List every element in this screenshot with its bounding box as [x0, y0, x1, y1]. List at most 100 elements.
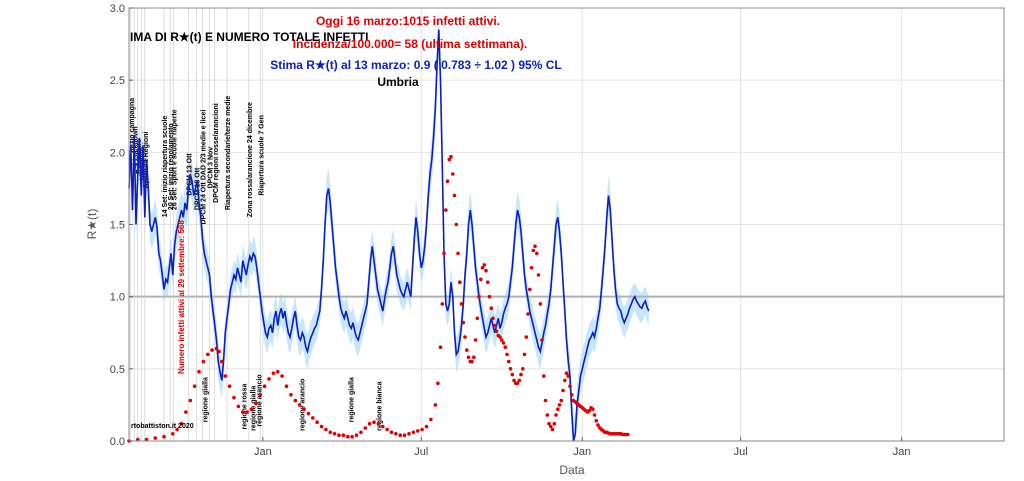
infected-point	[465, 348, 469, 352]
infected-point	[444, 208, 448, 212]
infected-point	[302, 407, 306, 412]
infected-point	[188, 398, 193, 403]
x-axis-ticks: Jan Jul Jan Jul Jan	[254, 437, 911, 458]
infected-point	[542, 374, 546, 378]
infected-point	[501, 341, 506, 345]
infected-point	[519, 372, 523, 377]
event-label: DPCM 3 Nov	[208, 147, 215, 189]
infected-point	[449, 154, 453, 159]
infected-point	[556, 407, 560, 412]
infected-point	[262, 384, 267, 389]
infected-point	[407, 432, 411, 436]
infected-point	[179, 421, 184, 426]
infected-point	[398, 433, 403, 438]
infected-point	[554, 413, 558, 417]
infected-point	[472, 355, 476, 360]
infected-point	[201, 359, 206, 364]
infected-point	[153, 436, 158, 440]
infected-point	[276, 369, 280, 374]
infected-point	[236, 404, 241, 409]
infected-point	[458, 280, 462, 285]
infected-point	[477, 294, 481, 299]
infected-point	[372, 420, 376, 425]
infected-point	[510, 372, 515, 377]
event-label-bottom: regione bianca	[376, 381, 383, 431]
infected-point	[440, 302, 445, 306]
infected-count-label: Numero infetti attivi al 29 settembre: 5…	[177, 220, 186, 374]
infected-point	[214, 346, 219, 351]
infected-point	[494, 329, 499, 334]
infected-point	[545, 413, 550, 417]
event-label: 26 Set: Sport e scuole riaperte	[172, 109, 179, 210]
infected-point	[482, 263, 487, 267]
x-axis-label: Data	[559, 463, 585, 477]
infected-point	[459, 302, 464, 306]
infected-point	[424, 424, 429, 429]
today-annotation: Oggi 16 marzo:1015 infetti attivi.	[316, 14, 500, 28]
infected-point	[436, 381, 440, 386]
infected-point	[517, 378, 522, 383]
infected-point	[559, 398, 564, 403]
infected-point	[210, 348, 214, 352]
event-label-bottom: regione gialla	[348, 377, 355, 422]
infected-point	[552, 421, 557, 426]
infected-point	[566, 374, 571, 378]
infected-point	[337, 433, 341, 438]
event-label: 14 Set: inizio riapertura scuole	[162, 116, 169, 218]
infected-point	[563, 378, 567, 383]
infected-point	[232, 395, 236, 400]
event-label: Riapertura scuole 7 Gen	[258, 115, 265, 196]
infected-point	[489, 306, 494, 311]
infected-point	[487, 294, 492, 299]
rt-line	[128, 29, 650, 442]
infected-point	[508, 367, 513, 371]
event-label: Zona rossa/arancione 24 dicembre	[247, 102, 254, 217]
event-label-bottom: regione arancio	[299, 379, 306, 431]
event-label: 4 Lockdown	[132, 126, 139, 166]
infected-point	[524, 335, 529, 339]
x-tick-label: Jul	[734, 446, 748, 458]
infected-point	[389, 430, 394, 435]
infected-point	[549, 424, 553, 429]
infected-point	[591, 407, 595, 412]
infected-point	[227, 384, 232, 389]
infected-point	[241, 410, 245, 414]
infected-point	[171, 432, 175, 436]
infected-point	[451, 172, 455, 176]
infected-point	[452, 193, 457, 198]
event-label-bottom: regione arancio	[257, 374, 264, 426]
y-tick-label: 1.0	[110, 292, 125, 304]
infected-point	[381, 424, 385, 429]
infected-point	[529, 266, 534, 270]
event-label: 20 Set: inizio regolamento	[168, 123, 175, 210]
infected-point	[245, 410, 249, 414]
infected-point	[466, 355, 471, 360]
infected-point	[473, 338, 478, 342]
infected-point	[184, 410, 188, 414]
event-label: Riapertura secondarie/terze medie	[225, 96, 232, 210]
infected-point	[512, 378, 516, 383]
infected-point	[521, 367, 525, 371]
infected-point	[456, 251, 460, 256]
infected-point	[528, 287, 532, 292]
infected-point	[538, 302, 543, 306]
event-label: Inizio campagna	[129, 98, 136, 153]
infected-point	[505, 352, 509, 357]
event-label-bottom: regione gialla	[202, 377, 209, 422]
infected-point	[162, 434, 166, 439]
event-label: DPCM 24 Ott DAD 2/3 medie e licei	[201, 110, 208, 225]
incidence-annotation: Incidenza/100.000= 58 (ultima settimana)…	[293, 37, 527, 51]
infected-point	[267, 377, 271, 381]
y-tick-label: 1.5	[110, 220, 125, 232]
x-tick-label: Jul	[414, 446, 428, 458]
infected-point	[543, 398, 548, 403]
infected-point	[515, 381, 520, 386]
infected-point	[258, 393, 263, 397]
infected-point	[568, 384, 572, 389]
infected-point	[533, 244, 537, 248]
infected-point	[547, 421, 551, 426]
infected-point	[249, 407, 254, 412]
infected-point	[550, 427, 555, 432]
infected-point	[254, 401, 258, 406]
